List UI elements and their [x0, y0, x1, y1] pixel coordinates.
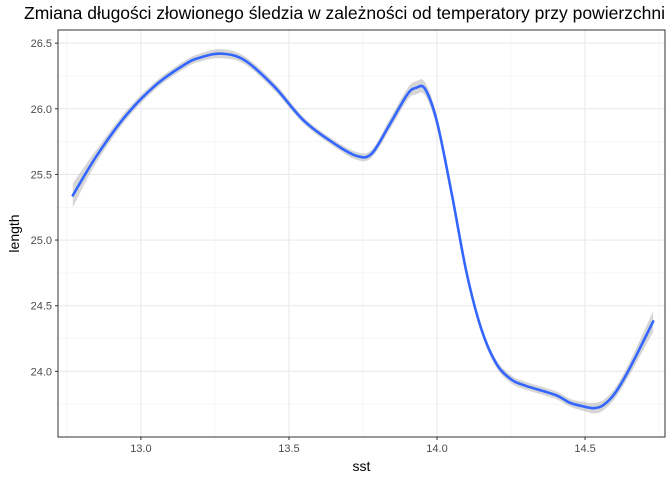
x-axis-title: sst: [353, 458, 371, 474]
smooth-line: [71, 52, 655, 410]
y-tick-label: 25.0: [31, 235, 52, 247]
y-tick-label: 26.0: [31, 104, 52, 116]
y-tick-label: 24.5: [31, 301, 52, 313]
plot-border: [57, 29, 666, 438]
y-axis-ticks: 24.0 24.5 25.0 25.5 26.0 26.5: [31, 38, 58, 378]
chart-title: Zmiana długości złowionego śledzia w zal…: [24, 3, 665, 23]
x-axis-ticks: 13.0 13.5 14.0 14.5: [130, 437, 596, 455]
minor-gridlines: [58, 30, 665, 437]
y-tick-label: 24.0: [31, 366, 52, 378]
x-tick-label: 13.0: [130, 443, 151, 455]
y-axis-title: length: [6, 214, 22, 252]
x-tick-label: 14.5: [574, 443, 595, 455]
major-gridlines: [58, 30, 665, 437]
x-tick-label: 13.5: [278, 443, 299, 455]
y-tick-label: 25.5: [31, 169, 52, 181]
smooth-line-layer: [71, 52, 655, 410]
x-tick-label: 14.0: [426, 443, 447, 455]
y-tick-label: 26.5: [31, 38, 52, 50]
